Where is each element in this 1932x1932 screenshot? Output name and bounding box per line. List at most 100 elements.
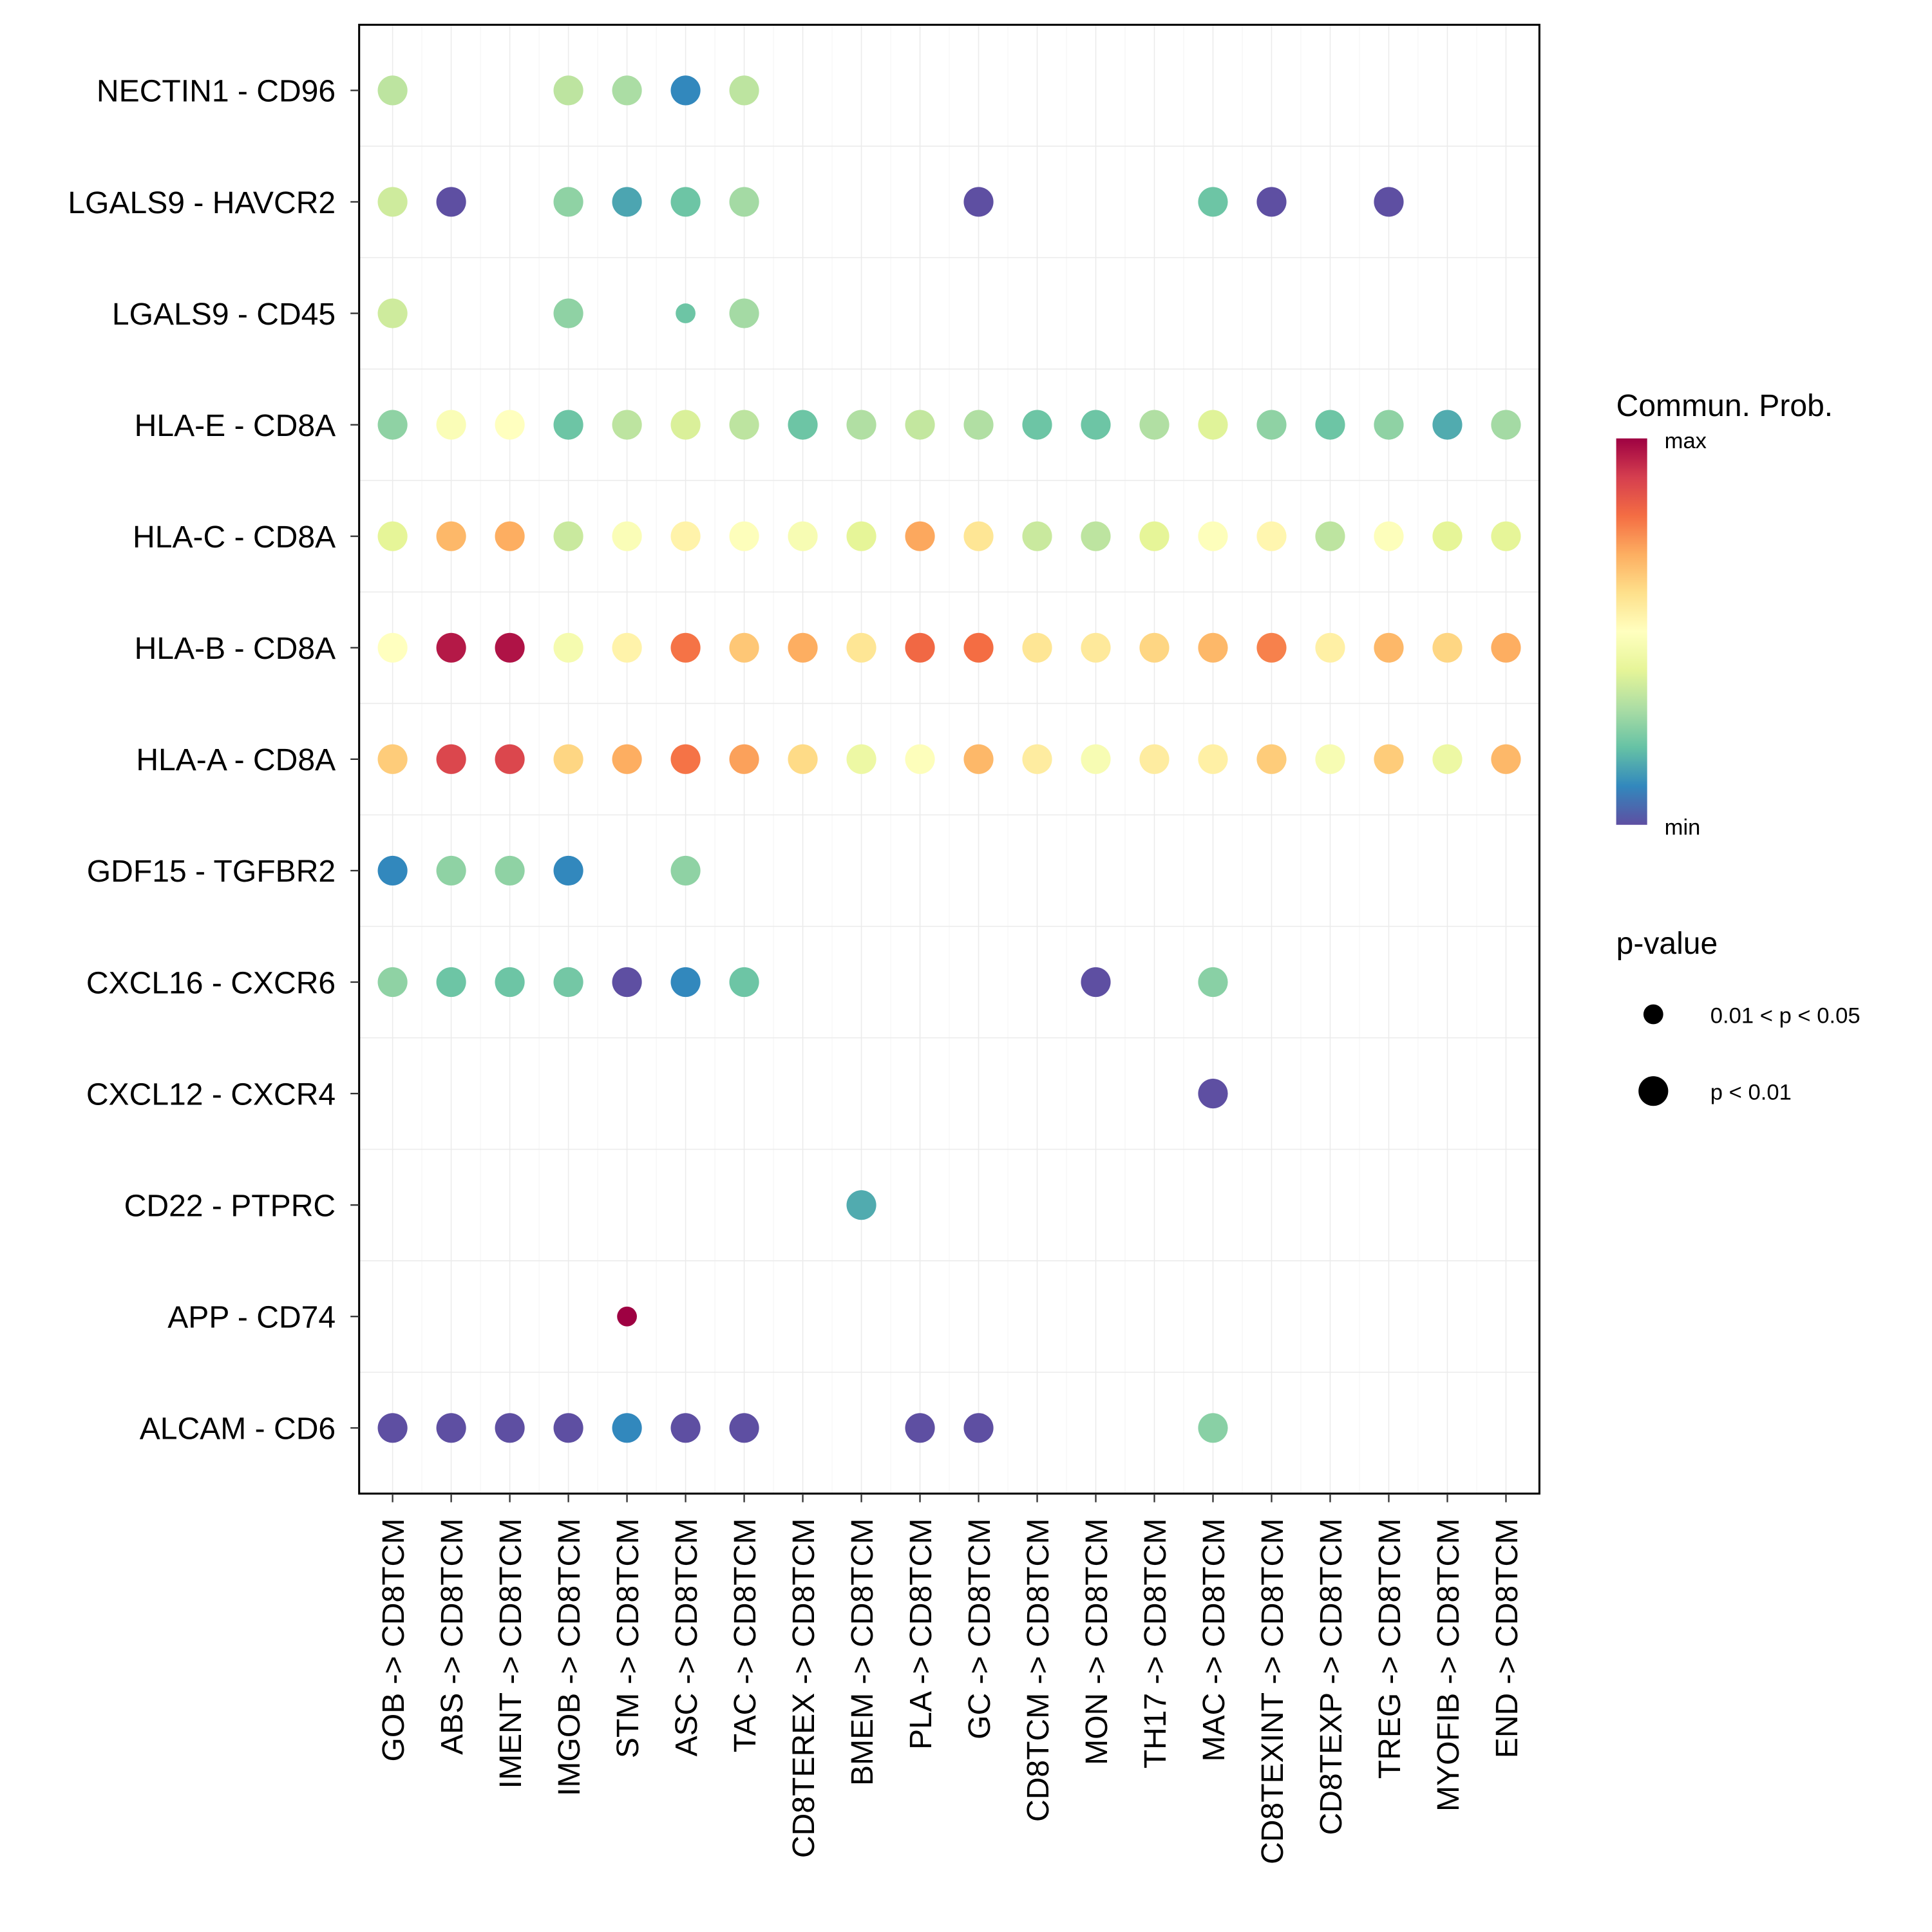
data-point xyxy=(846,744,876,774)
data-point xyxy=(553,521,583,551)
data-point xyxy=(1315,632,1345,663)
data-point xyxy=(670,410,701,440)
data-point xyxy=(612,75,642,106)
data-point xyxy=(1022,521,1052,551)
data-point xyxy=(377,75,408,106)
data-point xyxy=(377,855,408,886)
data-point xyxy=(436,632,466,663)
data-point xyxy=(1374,632,1404,663)
data-point xyxy=(1198,744,1228,774)
data-point xyxy=(846,1190,876,1220)
y-tick-label: CXCL16 - CXCR6 xyxy=(86,965,336,1000)
data-point xyxy=(963,187,994,217)
y-tick-label: NECTIN1 - CD96 xyxy=(97,74,336,109)
x-tick-label: IMGOB -> CD8TCM xyxy=(552,1519,587,1796)
data-point xyxy=(788,744,818,774)
data-point xyxy=(377,1413,408,1443)
y-tick-label: HLA-A - CD8A xyxy=(136,743,336,777)
data-point xyxy=(729,1413,759,1443)
x-tick-label: BMEM -> CD8TCM xyxy=(845,1519,880,1786)
data-point xyxy=(617,1306,637,1327)
data-point xyxy=(905,744,935,774)
x-tick-label: ABS -> CD8TCM xyxy=(435,1519,469,1755)
y-tick-label: CD22 - PTPRC xyxy=(124,1188,336,1223)
data-point xyxy=(1315,410,1345,440)
size-legend-label-small: 0.01 < p < 0.05 xyxy=(1710,1003,1861,1028)
data-point xyxy=(612,1413,642,1443)
size-legend-key-large xyxy=(1638,1076,1669,1106)
data-point xyxy=(676,303,696,323)
data-point xyxy=(436,967,466,998)
x-tick-label: PLA -> CD8TCM xyxy=(904,1519,938,1750)
data-point xyxy=(729,967,759,998)
legend: Commun. Prob. max min p-value 0.01 < p <… xyxy=(1616,388,1861,1106)
data-point xyxy=(1081,967,1111,998)
data-point xyxy=(963,632,994,663)
data-point xyxy=(495,632,525,663)
data-point xyxy=(1022,632,1052,663)
data-point xyxy=(788,521,818,551)
data-point xyxy=(670,855,701,886)
data-point xyxy=(377,967,408,998)
y-tick-label: CXCL12 - CXCR4 xyxy=(86,1077,336,1112)
data-point xyxy=(1315,744,1345,774)
data-point xyxy=(1198,1413,1228,1443)
x-tick-label: MYOFIB -> CD8TCM xyxy=(1431,1519,1466,1812)
data-point xyxy=(788,632,818,663)
data-point xyxy=(377,187,408,217)
data-point xyxy=(495,410,525,440)
size-legend-key-small xyxy=(1643,1004,1663,1025)
data-point xyxy=(963,744,994,774)
data-point xyxy=(670,744,701,774)
data-point xyxy=(1139,410,1170,440)
data-point xyxy=(612,521,642,551)
data-point xyxy=(905,410,935,440)
color-legend-title: Commun. Prob. xyxy=(1616,388,1833,423)
y-tick-label: HLA-E - CD8A xyxy=(135,408,336,443)
x-tick-label: STM -> CD8TCM xyxy=(611,1519,645,1758)
colorbar xyxy=(1616,438,1647,825)
data-point xyxy=(670,521,701,551)
data-point xyxy=(436,855,466,886)
data-point xyxy=(1022,744,1052,774)
data-point xyxy=(670,967,701,998)
data-point xyxy=(377,744,408,774)
x-tick-label: GC -> CD8TCM xyxy=(962,1519,997,1739)
colorbar-min-label: min xyxy=(1665,815,1701,840)
y-axis: NECTIN1 - CD96 LGALS9 - HAVCR2 LGALS9 - CD… xyxy=(68,74,359,1446)
data-point xyxy=(729,521,759,551)
data-point xyxy=(1432,521,1463,551)
data-point xyxy=(1315,521,1345,551)
size-legend-title: p-value xyxy=(1616,926,1718,961)
x-tick-label: CD8TEREX -> CD8TCM xyxy=(786,1519,821,1858)
data-point xyxy=(553,632,583,663)
y-tick-label: ALCAM - CD6 xyxy=(140,1412,336,1446)
data-point xyxy=(1198,410,1228,440)
x-axis: GOB -> CD8TCM ABS -> CD8TCM IMENT -> CD8TC… xyxy=(376,1493,1524,1864)
data-point xyxy=(1256,632,1287,663)
x-tick-label: TREG -> CD8TCM xyxy=(1372,1519,1407,1779)
data-point xyxy=(1081,410,1111,440)
data-point xyxy=(1256,521,1287,551)
data-point xyxy=(1139,521,1170,551)
data-point xyxy=(729,632,759,663)
y-tick-label: LGALS9 - CD45 xyxy=(112,297,336,332)
colorbar-max-label: max xyxy=(1665,429,1707,453)
data-point xyxy=(1432,744,1463,774)
data-point xyxy=(553,410,583,440)
data-point xyxy=(1374,410,1404,440)
data-point xyxy=(377,298,408,328)
data-point xyxy=(1139,744,1170,774)
data-point xyxy=(1491,410,1521,440)
data-point xyxy=(963,1413,994,1443)
y-tick-label: APP - CD74 xyxy=(167,1300,336,1335)
data-point xyxy=(553,298,583,328)
data-point xyxy=(377,521,408,551)
data-point xyxy=(1374,521,1404,551)
x-tick-label: CD8TCM -> CD8TCM xyxy=(1021,1519,1056,1822)
data-point xyxy=(1081,632,1111,663)
data-point xyxy=(905,1413,935,1443)
data-points xyxy=(377,75,1521,1443)
x-tick-label: TH17 -> CD8TCM xyxy=(1138,1519,1173,1769)
